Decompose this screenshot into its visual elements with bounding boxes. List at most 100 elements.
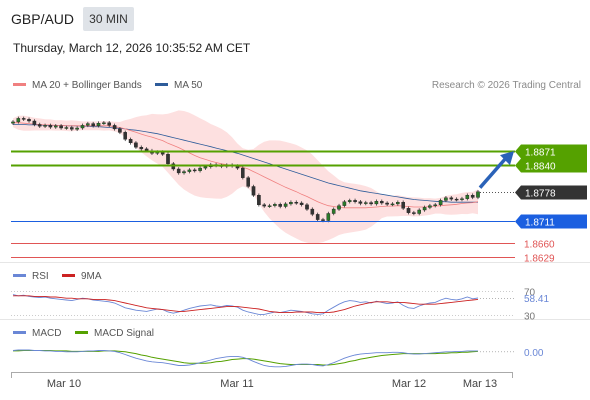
candle (176, 168, 181, 174)
candle (118, 128, 122, 133)
datetime-label: Thursday, March 12, 2026 10:35:52 AM CET (13, 41, 251, 55)
support-tag (515, 214, 587, 229)
candle (310, 208, 315, 215)
candle (364, 202, 368, 204)
legend-macd-signal: MACD Signal (75, 328, 154, 339)
forecast-arrowhead (500, 151, 514, 166)
candle (166, 153, 170, 164)
candle (289, 201, 293, 205)
legend-rsi-ma-label: 9MA (81, 271, 102, 282)
legend-ma20-label: MA 20 + Bollinger Bands (32, 80, 142, 91)
candle (198, 167, 202, 171)
credit-label: Research © 2026 Trading Central (431, 80, 581, 91)
candle (123, 132, 127, 140)
candle (401, 201, 406, 209)
support-label: 1.8711 (525, 218, 555, 229)
interval-badge[interactable]: 30 MIN (83, 7, 134, 31)
time-tick-label: Mar 13 (463, 378, 497, 390)
candle (433, 204, 438, 207)
candle (428, 205, 432, 208)
legend-macd: MACD (13, 328, 61, 339)
candle (331, 208, 336, 214)
rsi-panel: 70 30 58.41 (11, 288, 549, 323)
candle (390, 203, 395, 206)
macd-line (12, 349, 478, 368)
candle (321, 219, 325, 221)
candle (278, 204, 283, 207)
candle (422, 207, 427, 211)
candle (412, 212, 416, 214)
candle (107, 122, 111, 126)
candle (396, 201, 400, 205)
price-panel: 1.8871 1.8840 1.8778 1.8711 1.8660 1.8629 (11, 110, 587, 265)
candle (283, 203, 288, 207)
candle (75, 127, 79, 130)
time-axis: Mar 10 Mar 11 Mar 12 Mar 13 (11, 372, 513, 390)
candle (444, 197, 448, 201)
candle (16, 118, 21, 123)
candle (21, 118, 26, 120)
resistance-tag (515, 144, 587, 159)
candle (369, 202, 373, 205)
macd-signal-swatch (75, 330, 88, 334)
candle (69, 127, 74, 130)
time-tick-label: Mar 12 (392, 378, 426, 390)
candle (262, 204, 267, 207)
ma50-swatch (155, 82, 168, 86)
candle (64, 127, 69, 129)
candle (358, 201, 363, 204)
candle (128, 139, 133, 144)
candle (134, 142, 138, 148)
candle (139, 146, 144, 150)
rsi-swatch (13, 273, 26, 277)
macd-swatch (13, 330, 26, 334)
candle (267, 205, 272, 207)
symbol-title: GBP/AUD (11, 11, 75, 27)
candle (80, 125, 85, 129)
candle (85, 123, 90, 126)
macd-panel: 0.00 (12, 348, 544, 368)
legend-rsi-label: RSI (32, 271, 49, 282)
candle (454, 198, 459, 201)
macd-value-label: 0.00 (524, 348, 544, 359)
candle (182, 171, 186, 174)
candle (48, 125, 53, 128)
candle (203, 166, 208, 169)
rsi-ma-line (13, 295, 479, 314)
time-tick-label: Mar 10 (47, 378, 81, 390)
resistance-label: 1.8840 (525, 162, 556, 173)
candle (347, 200, 352, 202)
candle (406, 208, 411, 213)
candle (305, 204, 309, 210)
rsi-value-label: 58.41 (524, 294, 549, 305)
candle (240, 167, 245, 178)
candle (251, 186, 256, 196)
candle (54, 125, 58, 128)
candle (342, 201, 347, 206)
candle (32, 120, 37, 125)
candle (315, 214, 320, 220)
candle (476, 191, 480, 198)
candle (96, 122, 101, 126)
candle (43, 125, 47, 127)
candle (465, 194, 470, 199)
candle (438, 200, 443, 205)
resistance-tag (515, 158, 587, 173)
legend-ma50-label: MA 50 (174, 80, 203, 91)
candle (294, 201, 299, 204)
candle (449, 197, 454, 200)
candle (112, 125, 117, 130)
target-label: 1.8660 (524, 240, 555, 251)
candle (187, 169, 192, 172)
legend-macd-label: MACD (32, 328, 62, 339)
candle (27, 119, 31, 122)
last-tag (515, 185, 587, 200)
target-label: 1.8629 (524, 254, 555, 265)
legend-ma50: MA 50 (155, 80, 202, 91)
candle (257, 194, 261, 205)
candle (102, 122, 106, 124)
legend-macd-signal-label: MACD Signal (94, 328, 155, 339)
candle (59, 125, 63, 129)
rsi-ma-swatch (62, 273, 75, 277)
